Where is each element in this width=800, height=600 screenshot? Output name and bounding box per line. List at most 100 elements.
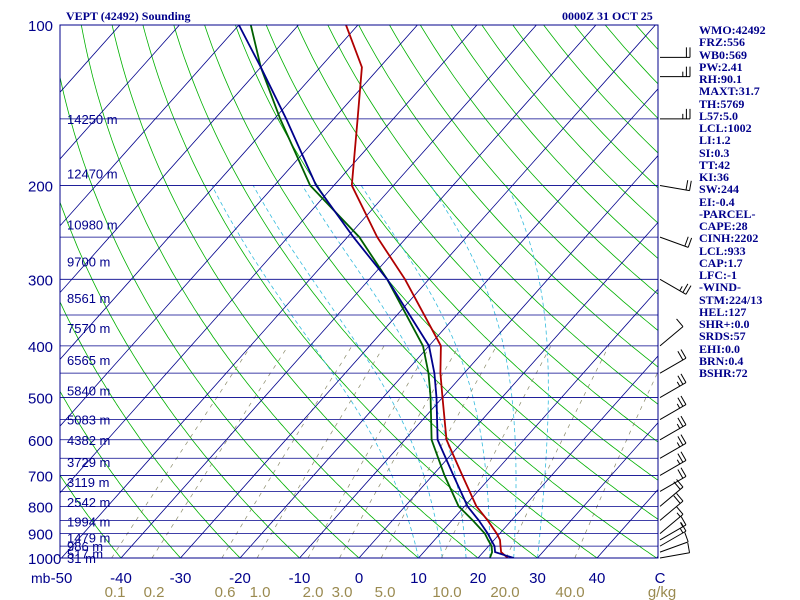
index-item: KI:36 — [699, 170, 729, 184]
mixing-ratio-line — [221, 345, 353, 558]
isotherm — [60, 25, 180, 160]
barb-feather — [676, 423, 681, 429]
mixing-ratio-label: 1.0 — [250, 584, 271, 600]
barb-shaft — [659, 424, 687, 441]
wind-barb — [659, 395, 687, 421]
barb-shaft — [659, 524, 687, 541]
barb-feather — [677, 453, 684, 463]
barb-feather — [687, 542, 691, 553]
moist-adiabat — [301, 185, 467, 558]
height-label: 986 m — [67, 539, 103, 554]
height-label: 7570 m — [67, 321, 110, 336]
barb-shaft — [659, 357, 687, 374]
isotherm — [298, 155, 658, 558]
barb-feather — [677, 436, 684, 446]
height-label: 2542 m — [67, 495, 110, 510]
moist-adiabat — [506, 185, 549, 558]
barb-shaft — [659, 486, 684, 507]
index-item: CINH:2202 — [699, 231, 759, 246]
barb-shaft — [659, 530, 687, 547]
dry-adiabat — [778, 13, 800, 569]
pressure-tick-label: 200 — [28, 178, 53, 195]
barb-shaft — [659, 184, 690, 192]
index-item: HEL:127 — [699, 304, 747, 319]
index-item: STM:224/13 — [699, 292, 763, 307]
height-label: 3729 m — [67, 455, 110, 470]
mixing-ratio-line — [256, 345, 385, 558]
isotherm — [120, 25, 597, 558]
barb-shaft — [659, 326, 684, 347]
isotherm — [358, 221, 658, 558]
barb-shaft — [659, 475, 687, 492]
isotherm — [60, 25, 121, 93]
index-item: BRN:0.4 — [699, 353, 744, 368]
barb-feather — [676, 512, 681, 517]
barb-shaft — [659, 278, 687, 295]
valid-time: 0000Z 31 OCT 25 — [562, 9, 653, 23]
pressure-tick-label: 1000 — [28, 551, 61, 568]
index-item: WB0:569 — [699, 47, 747, 62]
isotherm — [179, 25, 656, 558]
index-item: EHI:0.0 — [699, 341, 741, 356]
index-item: MAXT:31.7 — [699, 84, 760, 99]
barb-feather — [685, 285, 692, 295]
barb-feather — [677, 375, 684, 385]
pressure-tick-label: 900 — [28, 527, 53, 544]
dry-adiabat — [80, 25, 420, 558]
wind-barb — [659, 318, 684, 347]
barb-shaft — [659, 500, 684, 521]
pressure-tick-label: 300 — [28, 272, 53, 289]
index-item: SI:0.3 — [699, 145, 730, 160]
barb-feather — [677, 397, 684, 407]
dry-adiabat — [204, 25, 658, 558]
barb-feather — [676, 403, 681, 409]
pressure-tick-label: 700 — [28, 468, 53, 485]
index-item: CAPE:28 — [699, 219, 748, 233]
dry-adiabat — [142, 25, 539, 558]
index-item: L57:5.0 — [699, 108, 738, 123]
dry-adiabat — [265, 25, 658, 481]
height-label: 1479 m — [67, 530, 110, 545]
height-label: 1994 m — [67, 515, 110, 530]
height-label: 10980 m — [67, 218, 118, 233]
wind-barb — [659, 415, 687, 441]
temperature-tick-label: 10 — [410, 570, 427, 587]
index-item: LCL:933 — [699, 243, 746, 258]
mixing-ratio-label: 20.0 — [490, 584, 519, 600]
barb-feather — [680, 373, 687, 383]
barb-shaft — [659, 382, 687, 398]
moist-adiabat — [430, 185, 517, 558]
index-item: SHR+:0.0 — [699, 317, 750, 331]
wind-barb — [659, 349, 687, 374]
wind-barb — [659, 180, 692, 192]
isotherm — [477, 355, 658, 558]
barb-feather — [676, 381, 681, 387]
barb-feather — [680, 451, 687, 461]
index-item: CAP:1.7 — [699, 255, 743, 270]
wind-barb — [659, 434, 687, 459]
barb-feather — [684, 532, 689, 543]
wind-barb — [659, 467, 687, 492]
station-title: VEPT (42492) Sounding — [66, 9, 191, 23]
barb-feather — [677, 417, 684, 427]
index-item: -WIND- — [699, 280, 741, 295]
barb-feather — [680, 395, 687, 405]
dry-adiabat — [60, 474, 122, 558]
mixing-ratio-label: 2.0 — [303, 584, 324, 600]
wind-barbs — [659, 47, 693, 559]
mixing-ratio-label: 0.1 — [105, 584, 126, 600]
isotherm — [60, 25, 418, 427]
barb-feather — [676, 318, 684, 327]
profile-line-1 — [345, 25, 509, 558]
mixing-ratio-label: 10.0 — [432, 584, 461, 600]
wind-barb — [659, 506, 684, 534]
temperature-tick-label: 30 — [529, 570, 546, 587]
temperature-tick-label: -10 — [289, 570, 311, 587]
dry-adiabat — [173, 25, 598, 558]
barb-shaft — [659, 513, 684, 534]
y-axis-unit: mb — [31, 570, 51, 586]
wind-barb — [659, 516, 687, 541]
stability-indices: WMO:42492 FRZ:556 WB0:569 PW:2.41 RH:90.1 MAX… — [699, 24, 766, 380]
dry-adiabat — [389, 25, 658, 331]
